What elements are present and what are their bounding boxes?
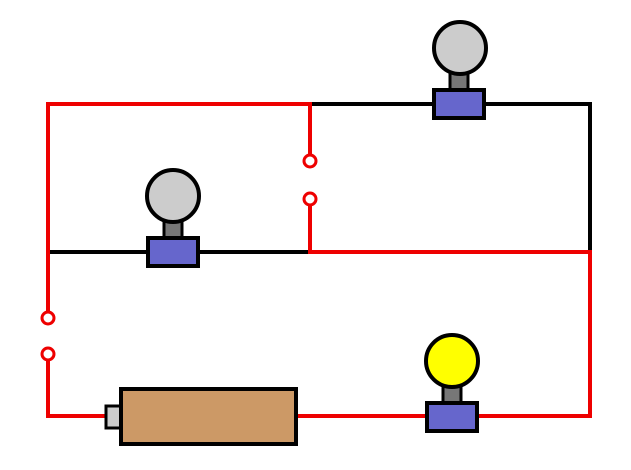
bulb-socket — [425, 401, 479, 433]
switch-contact-icon — [302, 191, 318, 207]
switch-left[interactable] — [40, 310, 56, 362]
switch-contact-icon — [40, 346, 56, 362]
switch-contact-icon — [40, 310, 56, 326]
wires-unpowered — [46, 102, 592, 254]
bulb-icon — [424, 333, 480, 389]
wires-powered — [46, 102, 592, 418]
bulb-socket — [146, 236, 200, 268]
bulb-icon — [432, 20, 488, 76]
bulb-socket — [432, 88, 486, 120]
bulb-icon — [145, 168, 201, 224]
switch-contact-icon — [302, 153, 318, 169]
bulb-top-right[interactable] — [432, 20, 488, 120]
battery-icon[interactable] — [104, 387, 298, 446]
bulb-bottom-right[interactable] — [424, 333, 480, 433]
bulb-middle-left[interactable] — [145, 168, 201, 268]
battery-body — [119, 387, 298, 446]
switch-middle[interactable] — [302, 153, 318, 207]
